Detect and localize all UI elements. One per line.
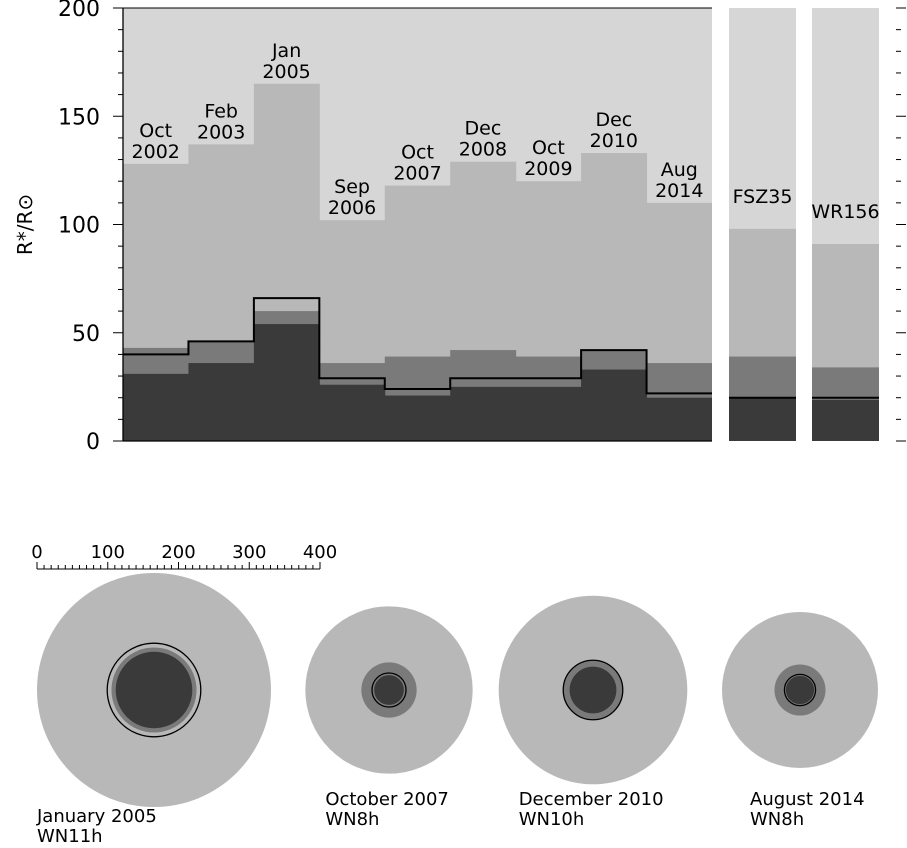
category-label-1-0: Feb xyxy=(204,100,238,122)
category-label-2-0: Jan xyxy=(271,40,301,62)
circle-subtype-3: WN8h xyxy=(750,809,804,830)
circle-ring-1 xyxy=(371,672,407,708)
circle-subtype-2: WN10h xyxy=(519,809,585,830)
bar-inner-7 xyxy=(581,369,648,441)
category-label-8-1: 2014 xyxy=(655,180,703,202)
bar-inner-5 xyxy=(450,386,517,441)
bar-inner-2 xyxy=(253,324,320,441)
y-tick-label-0: 0 xyxy=(86,430,100,455)
scale-label-0: 0 xyxy=(31,542,42,563)
category-label-7-1: 2010 xyxy=(590,130,638,152)
scale-label-200: 200 xyxy=(161,542,195,563)
scale-label-400: 400 xyxy=(303,542,337,563)
y-tick-label-100: 100 xyxy=(58,214,100,239)
bar-inner-1 xyxy=(188,363,255,441)
bar-inner-8 xyxy=(646,397,713,441)
circle-caption-3: August 2014 xyxy=(750,789,865,810)
circle-caption-0: January 2005 xyxy=(36,806,157,827)
bar-inner-6 xyxy=(515,386,582,441)
circle-inner-1 xyxy=(374,675,404,705)
circle-ring-0 xyxy=(106,642,202,738)
bar-inner-4 xyxy=(384,395,451,441)
category-label-4-1: 2007 xyxy=(393,163,441,185)
separator-0 xyxy=(712,6,729,443)
circle-caption-2: December 2010 xyxy=(519,789,664,810)
circle-inner-3 xyxy=(785,675,815,705)
bar-inner-9 xyxy=(729,397,797,441)
category-label-5-1: 2008 xyxy=(459,139,507,161)
category-label-6-1: 2009 xyxy=(524,158,572,180)
circle-inner-2 xyxy=(569,666,617,714)
circle-subtype-0: WN11h xyxy=(37,826,103,847)
y-tick-label-150: 150 xyxy=(58,105,100,130)
circle-ring-2 xyxy=(562,659,624,721)
y-axis-label: R*/R⊙ xyxy=(13,194,37,255)
category-label-8-0: Aug xyxy=(661,159,698,181)
category-label-2-1: 2005 xyxy=(262,61,310,83)
circle-inner-0 xyxy=(115,651,193,729)
category-label-10-0: WR156 xyxy=(811,201,879,223)
bar-inner-3 xyxy=(319,384,386,441)
scale-label-100: 100 xyxy=(91,542,125,563)
category-label-1-1: 2003 xyxy=(197,121,245,143)
category-label-3-0: Sep xyxy=(334,176,370,198)
circle-subtype-1: WN8h xyxy=(325,809,379,830)
category-label-5-0: Dec xyxy=(465,118,502,140)
y-tick-label-50: 50 xyxy=(72,322,100,347)
category-label-6-0: Oct xyxy=(532,137,565,159)
bar-inner-0 xyxy=(123,373,189,441)
circle-ring-3 xyxy=(783,673,817,707)
y-tick-label-200: 200 xyxy=(58,0,100,22)
circle-caption-1: October 2007 xyxy=(325,789,449,810)
category-label-0-0: Oct xyxy=(139,120,172,142)
scale-label-300: 300 xyxy=(232,542,266,563)
category-label-3-1: 2006 xyxy=(328,197,376,219)
category-label-0-1: 2002 xyxy=(132,141,180,163)
bar-inner-10 xyxy=(812,399,880,441)
separator-1 xyxy=(796,6,812,443)
step-line-main xyxy=(123,297,712,395)
category-label-7-0: Dec xyxy=(595,109,632,131)
category-label-9-0: FSZ35 xyxy=(733,186,793,208)
category-label-4-0: Oct xyxy=(401,142,434,164)
separator-2 xyxy=(879,6,896,443)
